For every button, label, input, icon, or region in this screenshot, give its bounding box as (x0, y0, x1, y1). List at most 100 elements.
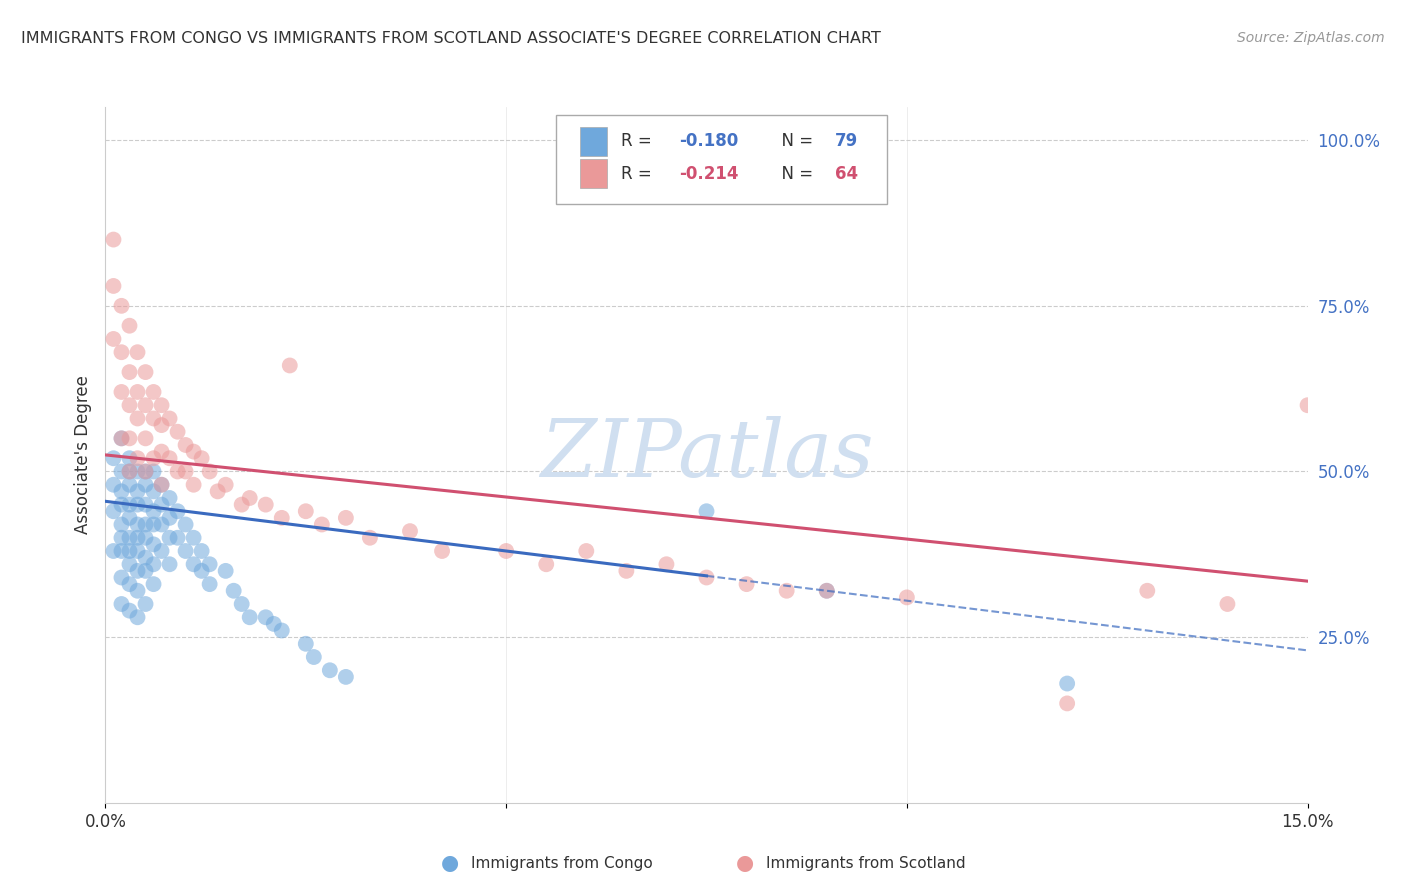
Point (103, 544, 125, 558)
Point (616, 564, 638, 578)
Point (896, 591, 918, 605)
Point (150, 477, 173, 491)
Point (270, 511, 292, 525)
Point (118, 465, 141, 479)
Point (159, 531, 181, 545)
Point (118, 365, 141, 379)
Point (214, 477, 236, 491)
Point (118, 465, 141, 479)
Point (110, 299, 132, 313)
Point (159, 451, 181, 466)
Point (118, 544, 141, 558)
Text: 64: 64 (835, 165, 858, 183)
Point (127, 451, 149, 466)
Point (103, 233, 125, 247)
Text: ZIPatlas: ZIPatlas (540, 417, 873, 493)
Bar (581, 127, 607, 156)
Point (142, 537, 165, 551)
Point (127, 610, 149, 624)
Point (190, 544, 212, 558)
Point (110, 484, 132, 499)
Point (1056, 697, 1078, 711)
Point (135, 498, 157, 512)
Point (142, 577, 165, 591)
Point (150, 544, 173, 558)
Point (430, 544, 453, 558)
Point (135, 517, 157, 532)
Point (254, 610, 277, 624)
Point (198, 465, 221, 479)
Text: Immigrants from Scotland: Immigrants from Scotland (766, 856, 966, 871)
Point (335, 511, 357, 525)
Point (127, 564, 149, 578)
Point (150, 498, 173, 512)
Point (150, 517, 173, 532)
Point (135, 465, 157, 479)
Point (655, 558, 678, 572)
Point (150, 418, 173, 433)
Point (1056, 676, 1078, 690)
Point (142, 411, 165, 425)
Point (150, 444, 173, 458)
Point (103, 451, 125, 466)
Point (135, 597, 157, 611)
Bar (581, 159, 607, 188)
Point (127, 531, 149, 545)
Text: Immigrants from Congo: Immigrants from Congo (471, 856, 652, 871)
Point (118, 558, 141, 572)
Point (127, 498, 149, 512)
Point (159, 558, 181, 572)
Point (135, 531, 157, 545)
Text: ●: ● (737, 854, 754, 873)
Point (254, 498, 277, 512)
Point (127, 583, 149, 598)
Point (127, 484, 149, 499)
Point (696, 504, 718, 518)
Point (359, 531, 381, 545)
Point (263, 616, 285, 631)
Point (110, 498, 132, 512)
Point (142, 558, 165, 572)
Point (142, 484, 165, 499)
Text: R =: R = (621, 132, 657, 150)
Point (118, 531, 141, 545)
Point (142, 384, 165, 399)
Point (183, 531, 205, 545)
Point (776, 583, 799, 598)
Text: -0.214: -0.214 (679, 165, 738, 183)
Point (135, 477, 157, 491)
Point (166, 465, 188, 479)
Point (295, 504, 318, 518)
Point (239, 491, 262, 505)
Point (207, 484, 229, 499)
Point (231, 498, 253, 512)
Point (127, 411, 149, 425)
Point (142, 517, 165, 532)
Point (335, 670, 357, 684)
Point (534, 558, 557, 572)
Point (815, 583, 838, 598)
Point (150, 477, 173, 491)
Point (135, 398, 157, 412)
Point (174, 438, 197, 452)
Point (735, 577, 758, 591)
Point (118, 398, 141, 412)
Point (118, 318, 141, 333)
Point (110, 384, 132, 399)
Point (110, 570, 132, 584)
Point (127, 345, 149, 359)
Point (302, 650, 325, 665)
Point (110, 544, 132, 558)
Point (239, 610, 262, 624)
Point (311, 517, 333, 532)
Point (222, 583, 245, 598)
Point (159, 491, 181, 505)
Point (103, 279, 125, 293)
Point (118, 577, 141, 591)
Point (270, 624, 292, 638)
Point (110, 431, 132, 445)
Point (190, 564, 212, 578)
Point (135, 431, 157, 445)
Text: Source: ZipAtlas.com: Source: ZipAtlas.com (1237, 31, 1385, 45)
Text: -0.180: -0.180 (679, 132, 738, 150)
